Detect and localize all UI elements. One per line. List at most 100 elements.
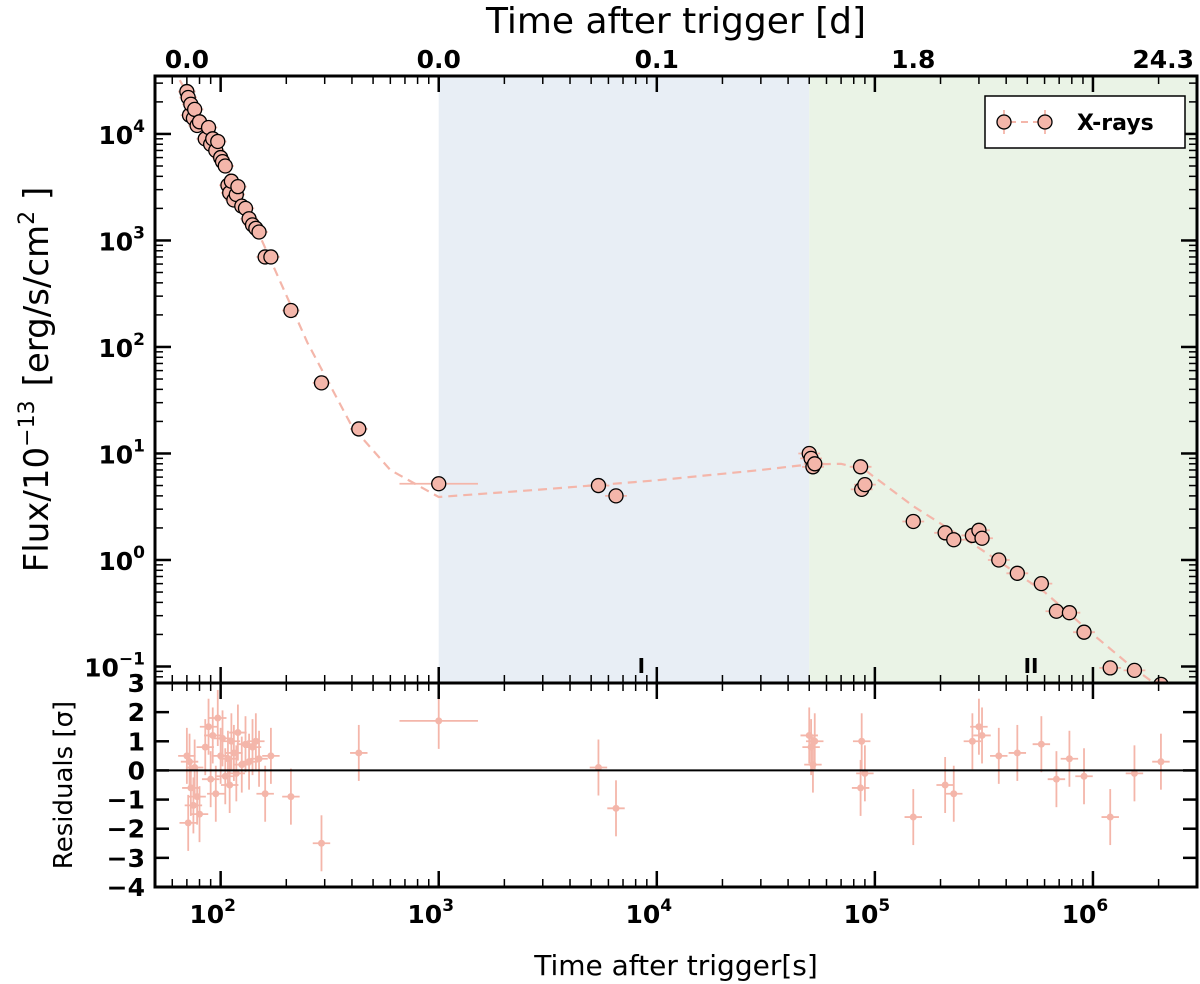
- ytick-exponent: 4: [133, 117, 145, 137]
- ytick-exponent: 0: [133, 543, 145, 563]
- legend-marker-2: [1037, 114, 1053, 130]
- residual-point-22: [234, 729, 242, 737]
- residual-point-27: [252, 737, 260, 745]
- flux-ytick-label: 102: [98, 330, 145, 363]
- residuals-y-axis-title: Residuals [σ]: [49, 701, 79, 869]
- background-layer: [438, 76, 1197, 683]
- data-point-31: [283, 302, 299, 319]
- res-xtick-label: 102: [189, 896, 236, 929]
- residual-point-53: [1052, 775, 1060, 783]
- residual-point-44: [909, 813, 917, 821]
- legend-box: [984, 95, 1186, 149]
- legend: X-rays: [984, 95, 1186, 149]
- data-point-34: [431, 476, 447, 492]
- legend-label: X-rays: [1077, 111, 1154, 136]
- res-xtick-label: 103: [407, 896, 454, 929]
- ytick-exponent: 2: [133, 330, 145, 350]
- residual-point-10: [207, 775, 215, 783]
- axes-layer: [153, 74, 1199, 889]
- residual-point-7: [196, 810, 204, 818]
- residual-point-18: [226, 781, 234, 789]
- top-tick-label: 1.8: [891, 45, 935, 74]
- res-xtick-label: 106: [1062, 896, 1109, 929]
- data-point-43: [857, 476, 873, 493]
- y-axis-title: Flux/10−13 [erg/s/cm2 ]: [15, 187, 57, 573]
- residual-point-58: [1157, 758, 1165, 766]
- residual-point-36: [612, 804, 620, 812]
- res-ytick-label: 3: [128, 669, 145, 698]
- ylabel-text: Flux/10: [17, 447, 57, 572]
- residual-point-31: [287, 793, 295, 801]
- residual-point-35: [594, 764, 602, 772]
- shaded-region-1: [438, 76, 810, 683]
- data-point-52: [1033, 575, 1050, 592]
- res-ytick-label: 0: [128, 756, 145, 785]
- residual-point-32: [317, 839, 325, 847]
- data-point-22: [230, 179, 246, 195]
- res-ytick-label: −2: [107, 815, 145, 844]
- data-point-33: [351, 421, 367, 437]
- res-ytick-label: 1: [128, 727, 145, 756]
- ytick-base: 10: [98, 440, 133, 469]
- data-point-44: [905, 513, 921, 530]
- flux-plot-area: [178, 79, 1169, 683]
- top-tick-label: 0.0: [417, 45, 461, 74]
- xtick-exponent: 3: [442, 896, 454, 916]
- data-point-32: [313, 375, 330, 391]
- xtick-exponent: 5: [878, 896, 890, 916]
- residual-point-2: [186, 758, 194, 766]
- residual-point-4: [189, 801, 197, 809]
- flux-ytick-label: 104: [98, 117, 145, 150]
- res-xtick-label: 104: [625, 896, 672, 929]
- data-point-53: [1048, 603, 1065, 619]
- data-point-49: [974, 530, 990, 546]
- ylabel-unit-exp: 2: [15, 211, 40, 225]
- residual-point-21: [232, 769, 240, 777]
- residual-point-57: [1130, 769, 1138, 777]
- residual-point-13: [214, 714, 222, 722]
- top-tick-label: 24.3: [1132, 45, 1194, 74]
- xtick-exponent: 2: [224, 896, 236, 916]
- residual-point-30: [267, 752, 275, 760]
- res-ytick-label: −1: [107, 786, 145, 815]
- xtick-base: 10: [844, 900, 879, 929]
- data-point-51: [1009, 565, 1025, 581]
- residual-point-45: [941, 781, 949, 789]
- data-point-30: [263, 249, 279, 265]
- phase-marker-2: II: [1024, 654, 1039, 678]
- xtick-exponent: 6: [1096, 896, 1108, 916]
- legend-marker-1: [996, 114, 1012, 130]
- residual-point-11: [209, 731, 217, 739]
- residual-point-42: [858, 737, 866, 745]
- ytick-base: 10: [98, 121, 133, 150]
- residual-point-26: [249, 743, 257, 751]
- residual-point-1: [184, 819, 192, 827]
- residual-point-50: [995, 752, 1003, 760]
- xtick-base: 10: [189, 900, 224, 929]
- xtick-base: 10: [407, 900, 442, 929]
- ytick-base: 10: [84, 654, 119, 683]
- residuals-panel-frame: [153, 681, 1199, 889]
- data-point-56: [1102, 660, 1118, 676]
- ylabel-unit: [erg/s/cm: [17, 225, 57, 387]
- phase-marker-1: I: [638, 654, 645, 678]
- residual-point-43: [861, 769, 869, 777]
- residual-point-46: [950, 790, 958, 798]
- top-tick-label: 0.0: [165, 45, 209, 74]
- x-axis-title: Time after trigger[s]: [533, 949, 818, 982]
- data-point-13: [210, 133, 226, 150]
- residual-point-56: [1106, 813, 1114, 821]
- data-point-35: [590, 477, 607, 494]
- data-point-36: [608, 488, 624, 504]
- residual-point-15: [219, 734, 227, 742]
- data-point-16: [217, 158, 233, 174]
- data-point-57: [1126, 662, 1143, 679]
- res-ytick-label: 2: [128, 698, 145, 727]
- ytick-base: 10: [98, 334, 133, 363]
- residual-point-33: [355, 749, 363, 757]
- xtick-base: 10: [625, 900, 660, 929]
- xtick-base: 10: [1062, 900, 1097, 929]
- xtick-exponent: 4: [660, 896, 672, 916]
- ytick-exponent: −1: [119, 650, 145, 670]
